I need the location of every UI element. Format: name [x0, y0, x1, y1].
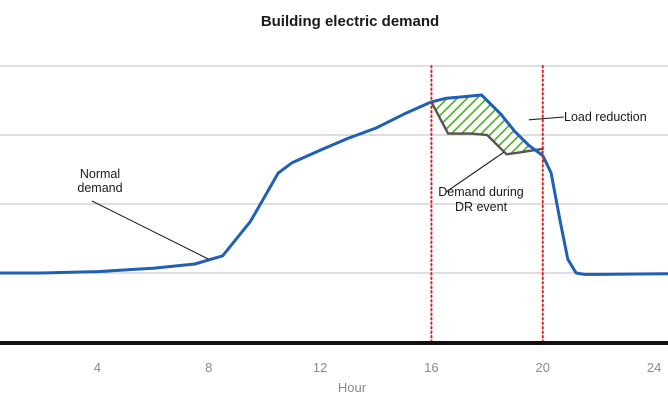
x-axis-label: Hour — [338, 380, 367, 395]
annotation-load-reduction-pointer — [528, 116, 565, 121]
dr-event-markers — [430, 65, 544, 343]
x-axis: 4 8 12 16 20 24 — [0, 341, 668, 375]
x-tick-24: 24 — [647, 360, 661, 375]
annotation-load-reduction: Load reduction — [564, 110, 647, 124]
x-tick-16: 16 — [424, 360, 438, 375]
annotation-normal-demand-pointer — [91, 200, 209, 260]
x-tick-4: 4 — [94, 360, 101, 375]
x-tick-12: 12 — [313, 360, 327, 375]
normal-demand-line — [0, 93, 668, 276]
annotation-dr-demand-pointer — [445, 151, 505, 193]
dr-demand-line — [430, 100, 544, 156]
annotations: Normal demand Load reduction Demand during D… — [77, 110, 647, 260]
x-tick-20: 20 — [536, 360, 550, 375]
annotation-normal-demand: Normal demand — [77, 167, 122, 195]
chart-title: Building electric demand — [261, 13, 439, 30]
load-reduction-region — [431, 95, 543, 156]
annotation-dr-demand: Demand during DR event — [438, 185, 524, 214]
load-reduction-hatch — [431, 95, 543, 156]
x-tick-8: 8 — [205, 360, 212, 375]
series-group — [0, 93, 668, 276]
